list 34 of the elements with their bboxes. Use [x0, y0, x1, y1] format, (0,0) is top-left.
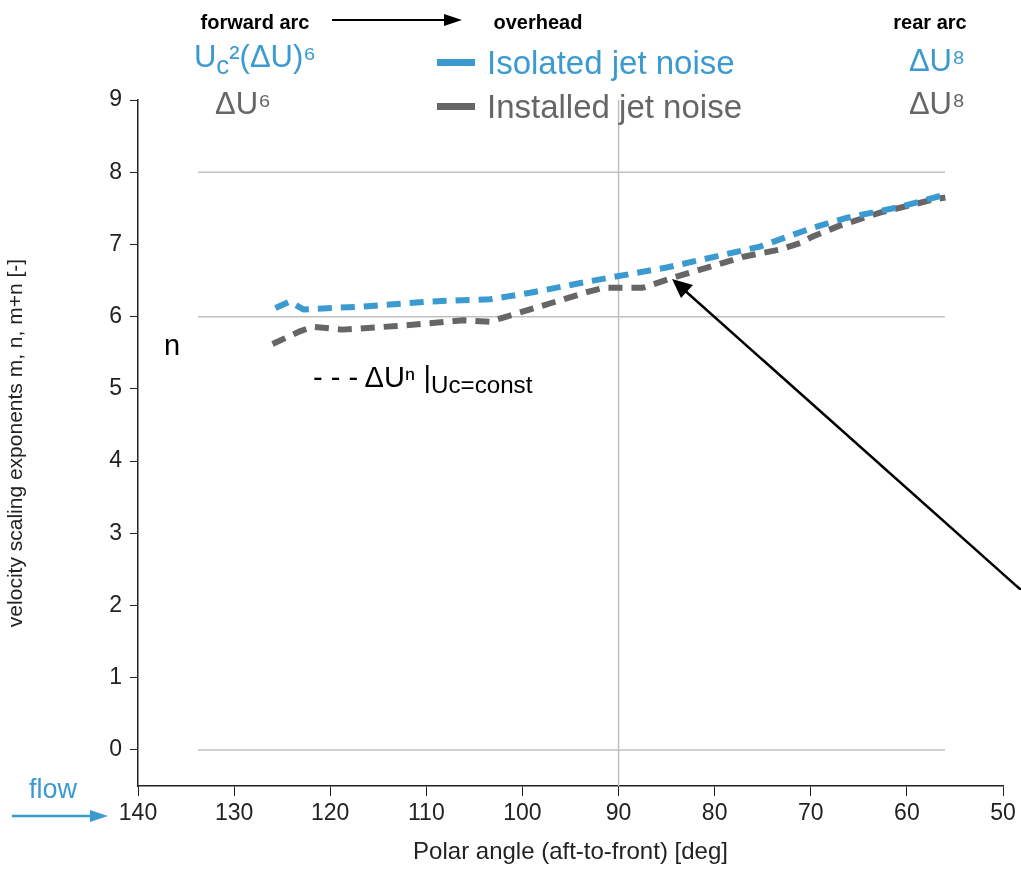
- x-tick-label: 140: [118, 799, 158, 826]
- annotation: ΔU⁶: [215, 85, 271, 121]
- x-tick-label: 60: [894, 799, 920, 826]
- x-tick-label: 120: [311, 799, 350, 826]
- x-tick-label: 70: [797, 799, 824, 826]
- annotation: ΔU⁸: [908, 85, 966, 121]
- text: forward arc: [200, 11, 310, 33]
- text: U$_{c}$²(ΔU)⁶: [193, 38, 317, 80]
- y-tick-label: 2: [109, 590, 122, 617]
- legend-label: Installed jet noise: [487, 87, 742, 125]
- y-tick-label: 5: [109, 374, 122, 401]
- annotation: n: [163, 328, 181, 361]
- y-tick-label: 0: [109, 735, 122, 762]
- y-tick-label: 1: [109, 663, 122, 690]
- text: flow: [28, 773, 78, 804]
- x-tick-label: 90: [605, 799, 632, 826]
- x-tick-label: 110: [408, 799, 445, 826]
- text: overhead: [493, 11, 583, 33]
- text: rear arc: [893, 11, 967, 33]
- y-tick-label: 7: [109, 229, 122, 256]
- text: ΔU⁸: [908, 42, 966, 78]
- y-tick-label: 9: [109, 85, 122, 112]
- y-tick-label: 4: [109, 446, 123, 473]
- x-tick-label: 50: [990, 799, 1016, 826]
- x-tick-label: 130: [214, 799, 254, 826]
- y-axis-title: velocity scaling exponents m, n, m+n [-]: [3, 258, 27, 628]
- legend-label: Isolated jet noise: [487, 43, 735, 81]
- x-tick-label: 100: [503, 799, 542, 826]
- y-tick-label: 3: [109, 518, 122, 545]
- annotation: - - - ΔUⁿ |$_{Uc=const}$: [313, 360, 533, 399]
- y-tick-label: 6: [109, 301, 122, 328]
- x-axis-title: Polar angle (aft-to-front) [deg]: [413, 837, 728, 865]
- x-tick-label: 80: [701, 799, 728, 826]
- y-tick-label: 8: [109, 157, 122, 184]
